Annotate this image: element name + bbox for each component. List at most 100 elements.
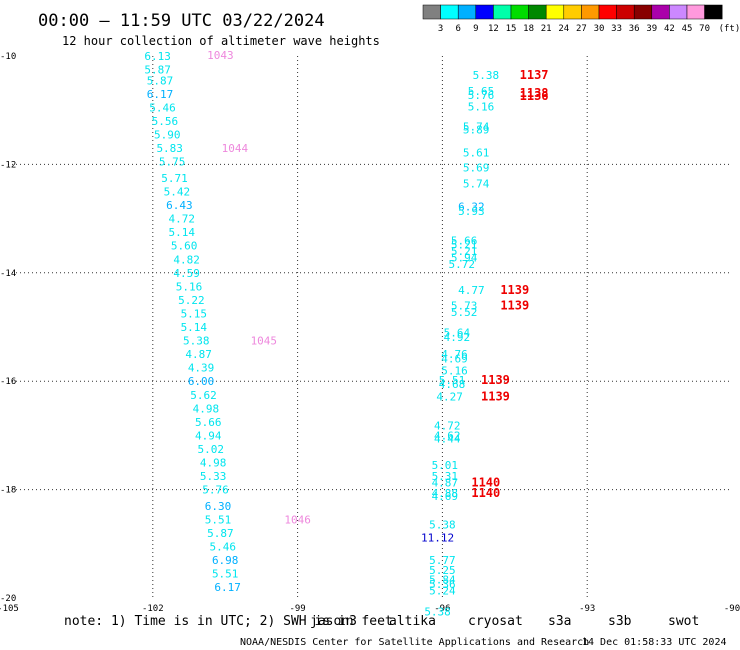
scale-label: 15 [506, 24, 517, 34]
scale-label: 27 [576, 24, 587, 34]
footer-note: note: 1) Time is in UTC; 2) SWH is in fe… [64, 614, 393, 629]
wave-height-label: 4.82 [173, 253, 200, 266]
wave-height-label: 5.93 [458, 205, 485, 218]
wave-height-label: 1046 [284, 513, 311, 526]
scale-label: 3 [438, 24, 443, 34]
scale-swatch [528, 4, 547, 20]
wave-height-label: 1043 [207, 49, 234, 62]
scale-swatch [545, 4, 565, 20]
wave-height-label: 1045 [251, 335, 278, 348]
wave-height-label: 5.83 [156, 142, 183, 155]
cycle-label: 1139 [481, 389, 510, 403]
wave-height-label: 5.38 [424, 606, 451, 619]
wave-height-label: 5.38 [473, 69, 500, 82]
y-tick-label: -20 [0, 594, 16, 604]
wave-height-label: 5.89 [463, 124, 490, 137]
wave-height-label: 4.87 [185, 348, 212, 361]
cycle-label: 1136 [520, 89, 549, 103]
wave-height-label: 5.76 [468, 89, 495, 102]
scale-label: 33 [611, 24, 622, 34]
plot-points: 6.135.875.876.175.465.565.905.835.755.71… [144, 49, 548, 619]
wave-height-label: 5.51 [439, 374, 466, 387]
scale-swatch [422, 4, 441, 20]
color-scale-legend: 3 6 9 12 15 18 21 24 27 30 33 36 39 42 45 70 (ft) [422, 4, 740, 34]
wave-height-label: 4.92 [444, 331, 471, 344]
scale-label: 6 [455, 24, 460, 34]
wave-height-label: 5.51 [212, 568, 239, 581]
x-tick-label: -102 [142, 604, 164, 614]
y-tick-label: -18 [0, 486, 16, 496]
wave-height-label: 5.87 [144, 64, 171, 77]
wave-height-label: 5.94 [451, 252, 478, 265]
wave-height-label: 5.73 [451, 299, 478, 312]
cycle-label: 1137 [520, 68, 549, 82]
wave-height-label: 4.69 [432, 490, 459, 503]
scale-label: 9 [473, 24, 478, 34]
scale-swatch [616, 4, 635, 20]
satellite-legend-s3b: s3b [608, 614, 632, 629]
wave-height-label: 4.98 [193, 402, 220, 415]
scale-label: 45 [682, 24, 693, 34]
wave-height-label: 5.56 [152, 115, 179, 128]
scale-swatch [704, 4, 723, 20]
wave-height-label: 5.46 [210, 541, 237, 554]
wave-height-label: 6.17 [147, 88, 174, 101]
wave-height-label: 5.36 [429, 578, 456, 591]
wave-height-label: 4.62 [434, 429, 461, 442]
y-tick-label: -12 [0, 160, 16, 170]
wave-height-label: 4.76 [441, 348, 468, 361]
wave-height-label: 4.77 [458, 284, 485, 297]
scale-label: 70 [699, 24, 710, 34]
cycle-label: 1140 [471, 476, 500, 490]
satellite-legend-altika: altika [389, 614, 436, 629]
wave-height-label: 4.39 [188, 362, 215, 375]
satellite-legend-swot: swot [668, 614, 699, 629]
scale-label: 30 [594, 24, 605, 34]
wave-height-label: 5.69 [463, 162, 490, 175]
wave-height-label: 5.16 [176, 280, 203, 293]
wave-height-label: 6.13 [144, 50, 171, 63]
wave-height-label: 4.59 [173, 267, 200, 280]
wave-height-label: 6.30 [205, 500, 232, 513]
cycle-label: 1139 [500, 283, 529, 297]
wave-height-label: 5.77 [429, 554, 456, 567]
wave-height-label: 5.90 [154, 129, 181, 142]
wave-height-label: 4.94 [195, 429, 222, 442]
wave-height-label: 4.68 [439, 378, 466, 391]
wave-height-label: 5.66 [195, 416, 222, 429]
scale-swatch [440, 4, 459, 20]
wave-height-label: 5.84 [429, 574, 456, 587]
wave-height-label: 5.76 [202, 484, 229, 497]
wave-height-label: 5.60 [171, 240, 198, 253]
wave-height-label: 6.98 [212, 554, 239, 567]
wave-height-label: 5.61 [463, 146, 490, 159]
wave-height-label: 5.75 [159, 156, 186, 169]
wave-height-label: 5.14 [181, 321, 208, 334]
wave-height-label: 5.62 [190, 389, 217, 402]
wave-height-label: 5.65 [468, 85, 495, 98]
wave-height-label: 5.31 [432, 470, 459, 483]
y-tick-label: -10 [0, 52, 16, 62]
scale-swatch [563, 4, 582, 20]
scale-swatch [475, 4, 494, 20]
wave-height-label: 5.33 [200, 470, 227, 483]
x-tick-label: -105 [0, 604, 19, 614]
wave-height-label: 5.14 [169, 226, 196, 239]
wave-height-label: 5.15 [181, 307, 208, 320]
cycle-label: 1139 [481, 373, 510, 387]
scale-label: 21 [541, 24, 552, 34]
scale-swatch [581, 4, 600, 20]
wave-height-label: 11.12 [421, 531, 454, 544]
satellite-legend: jason3 altika cryosat s3a s3b swot [310, 614, 699, 629]
wave-height-label: 5.74 [463, 177, 490, 190]
wave-height-label: 5.21 [451, 245, 478, 258]
wave-height-label: 5.46 [149, 101, 176, 114]
scale-label: 36 [629, 24, 640, 34]
wave-height-label: 4.72 [169, 213, 196, 226]
wave-height-label: 5.16 [468, 100, 495, 113]
wave-height-label: 5.87 [147, 74, 174, 87]
wave-height-label: 5.02 [197, 443, 224, 456]
y-tick-label: -16 [0, 377, 16, 387]
x-tick-label: -93 [579, 604, 595, 614]
